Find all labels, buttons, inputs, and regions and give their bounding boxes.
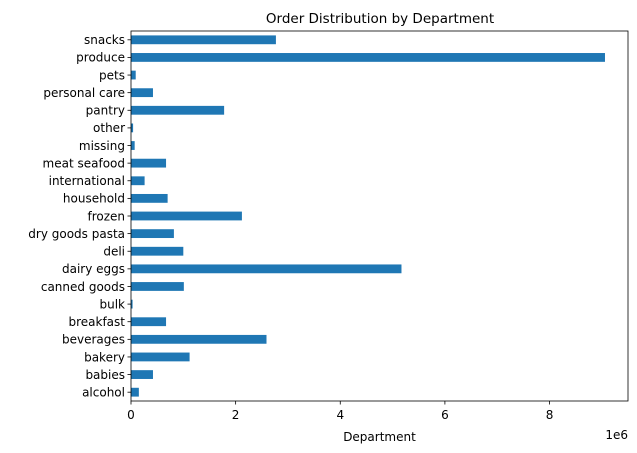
bar-international [131,176,145,186]
y-tick-label: international [49,174,125,188]
y-tick-label: missing [79,139,125,153]
bar-bulk [131,299,133,309]
y-tick-label: frozen [87,209,125,223]
x-tick-label: 2 [232,408,240,422]
bar-dry-goods-pasta [131,229,174,239]
x-tick-label: 6 [441,408,449,422]
bar-breakfast [131,317,167,327]
y-tick-label: beverages [62,333,125,347]
bar-pantry [131,105,225,115]
y-tick-label: dry goods pasta [28,227,125,241]
bar-alcohol [131,387,139,397]
bar-pets [131,70,136,80]
x-axis: 0 2 4 6 8 [127,401,553,422]
y-tick-label: bakery [84,350,125,364]
y-tick-label: snacks [84,33,125,47]
x-scale-label: 1e6 [605,428,628,442]
bar-produce [131,53,605,62]
bar-snacks [131,35,276,45]
y-tick-label: meat seafood [43,156,125,170]
y-tick-label: dairy eggs [62,262,125,276]
y-tick-label: other [93,121,125,135]
y-tick-label: pantry [86,104,125,118]
bar-deli [131,246,184,256]
bar-missing [131,141,135,150]
bar-other [131,123,134,133]
y-tick-label: produce [76,51,125,65]
bar-babies [131,370,153,379]
bar-personal-care [131,88,153,98]
y-tick-label: breakfast [68,315,125,329]
x-tick-label: 0 [127,408,135,422]
chart-title: Order Distribution by Department [266,11,494,27]
y-axis: alcohol babies bakery beverages breakfast bul… [28,33,131,399]
y-tick-label: canned goods [41,280,125,294]
y-tick-label: bulk [99,297,125,311]
x-tick-label: 4 [336,408,344,422]
bar-meat-seafood [131,158,167,168]
y-tick-label: personal care [43,86,125,100]
bar-dairy-eggs [131,264,402,274]
bars-group [131,35,605,397]
x-axis-label: Department [343,430,416,444]
y-tick-label: household [63,192,125,206]
plot-frame [130,30,629,402]
y-tick-label: deli [103,245,125,259]
bar-beverages [131,334,267,344]
y-tick-label: pets [99,68,125,82]
x-tick-label: 8 [546,408,554,422]
bar-bakery [131,352,190,362]
bar-canned-goods [131,282,184,291]
bar-frozen [131,211,242,221]
bar-household [131,193,168,203]
y-tick-label: alcohol [82,385,125,399]
y-tick-label: babies [85,368,125,382]
